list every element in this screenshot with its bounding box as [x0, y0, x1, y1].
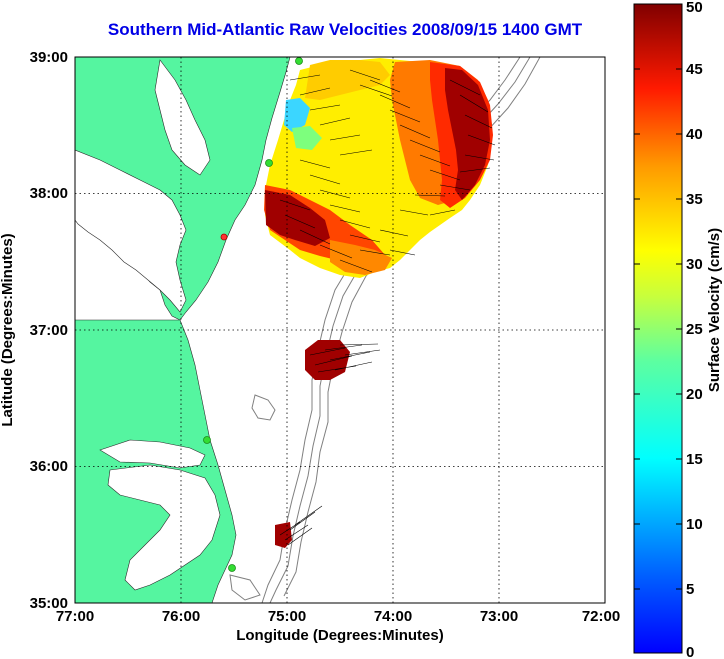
colorbar-tick-label: 0	[686, 644, 694, 659]
x-axis-label: Longitude (Degrees:Minutes)	[236, 627, 444, 644]
station-marker	[203, 436, 211, 444]
colorbar-tick-label: 5	[686, 581, 694, 598]
colorbar-tick-labels: 50 45 40 35 30 25 20 15 10 5 0	[686, 0, 703, 659]
y-tick-label: 39:00	[30, 49, 68, 66]
colorbar-tick-label: 40	[686, 126, 703, 143]
grid-lines	[75, 57, 605, 603]
albemarle-sound	[99, 439, 206, 469]
y-tick-label: 36:00	[30, 458, 68, 475]
map-frame	[74, 56, 606, 604]
chesapeake-bay-upper	[154, 59, 211, 176]
x-tick-label: 73:00	[480, 608, 518, 625]
y-tick-label: 37:00	[30, 322, 68, 339]
colorbar-label: Surface Velocity (cm/s)	[706, 228, 723, 392]
map-title: Southern Mid-Atlantic Raw Velocities 200…	[107, 20, 583, 39]
station-markers	[203, 57, 303, 572]
station-marker	[295, 57, 303, 65]
colorbar-tick-label: 50	[686, 0, 703, 16]
colorbar-tick-label: 45	[686, 61, 703, 78]
y-axis-label: Latitude (Degrees:Minutes)	[0, 233, 16, 426]
velocity-vectors	[279, 69, 496, 546]
colorbar-tick-label: 20	[686, 386, 703, 403]
x-tick-label: 76:00	[162, 608, 200, 625]
colorbar-ticks	[634, 68, 682, 590]
colorbar-tick-label: 35	[686, 191, 703, 208]
colorbar-tick-label: 30	[686, 256, 703, 273]
colorbar-tick-label: 10	[686, 516, 703, 533]
x-tick-label: 75:00	[268, 608, 306, 625]
pamlico-sound	[107, 464, 221, 591]
velocity-field	[264, 58, 493, 548]
colorbar-tick-label: 25	[686, 321, 703, 338]
station-marker	[228, 564, 236, 572]
station-marker	[220, 233, 228, 241]
y-axis-ticks: 39:00 38:00 37:00 36:00 35:00	[30, 49, 68, 612]
x-tick-label: 74:00	[374, 608, 412, 625]
y-tick-label: 35:00	[30, 595, 68, 612]
x-tick-label: 72:00	[582, 608, 620, 625]
station-marker	[265, 159, 273, 167]
x-axis-ticks: 77:00 76:00 75:00 74:00 73:00 72:00	[56, 608, 620, 625]
y-tick-label: 38:00	[30, 185, 68, 202]
chesapeake-bay	[75, 149, 187, 313]
x-tick-label: 77:00	[56, 608, 94, 625]
colorbar-tick-label: 15	[686, 451, 703, 468]
colorbar	[633, 3, 683, 654]
